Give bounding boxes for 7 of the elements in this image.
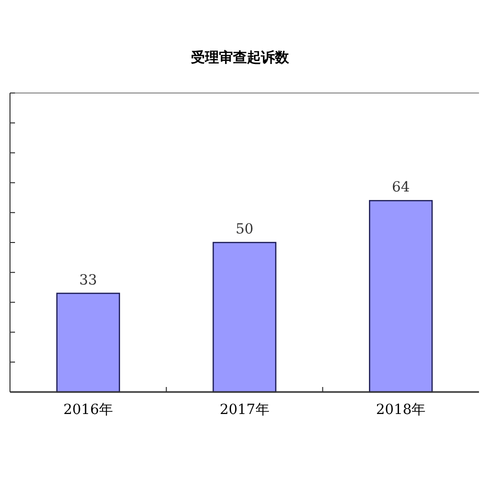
chart-title: 受理审查起诉数 bbox=[190, 49, 290, 66]
data-label: 50 bbox=[236, 222, 254, 238]
x-tick-label: 2017年 bbox=[220, 402, 270, 418]
data-label: 64 bbox=[392, 180, 410, 196]
x-tick-label: 2018年 bbox=[376, 402, 426, 418]
x-tick-label: 2016年 bbox=[63, 402, 113, 418]
data-label: 33 bbox=[79, 272, 98, 288]
